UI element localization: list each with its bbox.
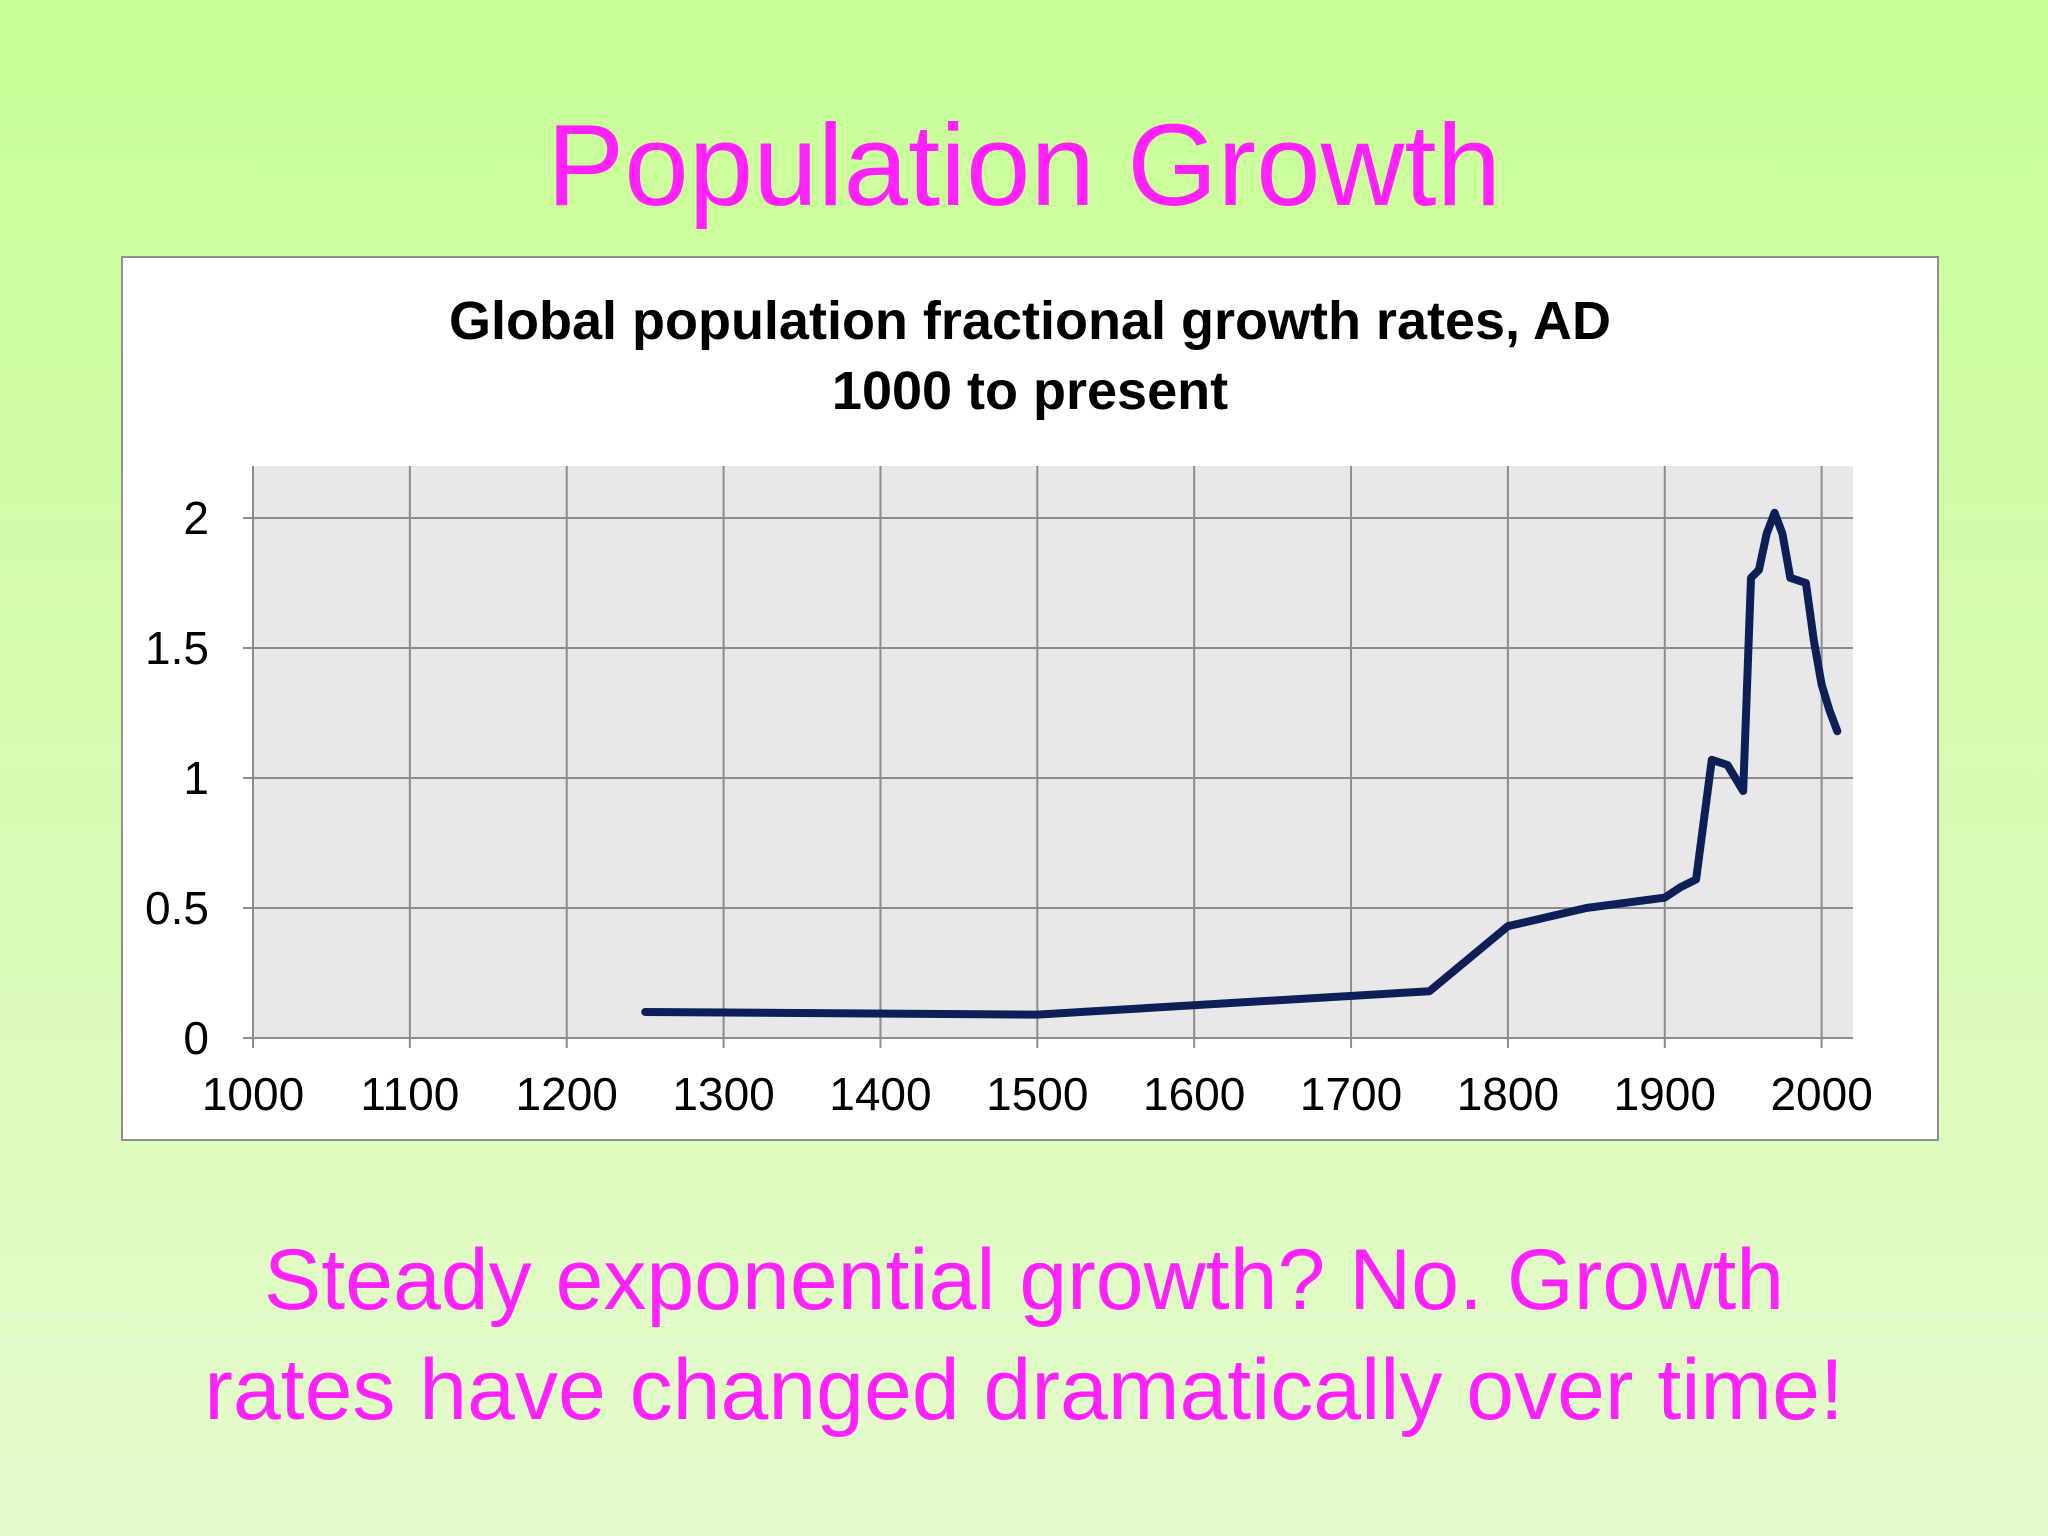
x-tick-label: 1000 (202, 1068, 304, 1120)
chart-panel: Global population fractional growth rate… (121, 256, 1939, 1141)
y-tick-labels: 0 0.5 1 1.5 2 (145, 492, 209, 1064)
y-tick-label: 0 (183, 1012, 209, 1064)
plot-area (253, 466, 1853, 1038)
slide-caption: Steady exponential growth? No. Growth ra… (0, 1225, 2048, 1445)
x-tick-label: 1500 (986, 1068, 1088, 1120)
chart-title-line-1: Global population fractional growth rate… (448, 291, 1612, 351)
series-layer (641, 508, 1842, 1019)
y-tick-label: 1 (183, 752, 209, 804)
x-tick-label: 1700 (1300, 1068, 1402, 1120)
y-tick-label: 0.5 (145, 882, 209, 934)
x-tick-label: 1600 (1143, 1068, 1245, 1120)
caption-line-1: Steady exponential growth? No. Growth (263, 1232, 1785, 1328)
x-tick-label: 2000 (1770, 1068, 1872, 1120)
chart-title-line-2: 1000 to present (831, 361, 1229, 421)
axes (243, 466, 1853, 1048)
slide-title: Population Growth (546, 100, 1502, 230)
series-line (641, 508, 1842, 1019)
x-tick-label: 1100 (360, 1068, 459, 1120)
caption-line-2: rates have changed dramatically over tim… (204, 1342, 1844, 1438)
y-tick-label: 2 (183, 492, 209, 544)
x-tick-labels: 1000 1100 1200 1300 1400 1500 1600 1700 1800 1900… (202, 1068, 1873, 1120)
x-tick-label: 1200 (516, 1068, 618, 1120)
chart-title: Global population fractional growth rate… (123, 286, 1937, 426)
line-chart: 1000 1100 1200 1300 1400 1500 1600 1700 1800 1900… (145, 466, 1873, 1120)
x-tick-label: 1800 (1457, 1068, 1559, 1120)
vertical-gridlines (408, 466, 1823, 1038)
x-tick-label: 1300 (672, 1068, 774, 1120)
x-tick-label: 1900 (1614, 1068, 1716, 1120)
y-tick-label: 1.5 (145, 622, 209, 674)
x-tick-label: 1400 (829, 1068, 931, 1120)
